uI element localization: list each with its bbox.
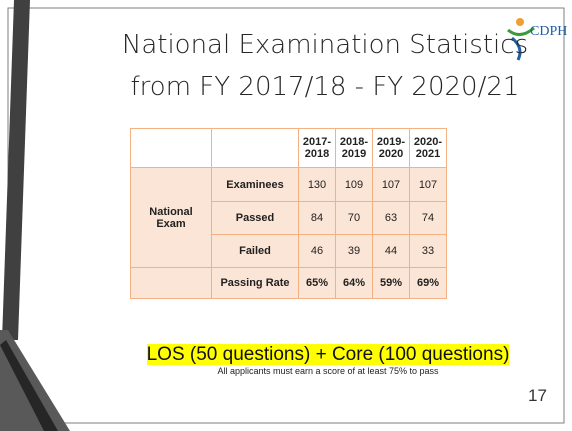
table-cell: Examinees xyxy=(211,167,299,202)
table-cell: Failed xyxy=(211,234,299,268)
table-cell: Passing Rate xyxy=(211,267,299,299)
table-cell xyxy=(211,128,299,168)
table-row: Passing Rate 65% 64% 59% 69% xyxy=(130,267,447,299)
logo-text: CDPH xyxy=(530,24,568,39)
table-cell: 2017-2018 xyxy=(298,128,336,168)
table-cell: 130 xyxy=(298,167,336,202)
table-cell: 64% xyxy=(335,267,373,299)
table-cell: 44 xyxy=(372,234,410,268)
stats-table: 2017-2018 2018-2019 2019-2020 2020-2021 Nati… xyxy=(130,128,447,299)
logo-icon xyxy=(507,26,535,36)
highlight-text: LOS (50 questions) + Core (100 questions… xyxy=(146,344,510,365)
table-cell: 109 xyxy=(335,167,373,202)
table-cell: 107 xyxy=(372,167,410,202)
highlight-line: LOS (50 questions) + Core (100 questions… xyxy=(0,344,572,366)
table-cell: 107 xyxy=(409,167,447,202)
table-cell: 70 xyxy=(335,201,373,235)
stripe xyxy=(0,330,70,431)
table-cell xyxy=(130,128,212,168)
table-cell: 2019-2020 xyxy=(372,128,410,168)
stripe xyxy=(0,340,58,431)
table-cell: 74 xyxy=(409,201,447,235)
title: National Examination Statistics xyxy=(121,30,529,60)
logo-icon xyxy=(511,36,522,61)
table-cell xyxy=(130,267,212,299)
table-cell: 65% xyxy=(298,267,336,299)
page-number: 17 xyxy=(528,386,547,405)
table-cell: 2020-2021 xyxy=(409,128,447,168)
table-cell: 39 xyxy=(335,234,373,268)
table-cell: 69% xyxy=(409,267,447,299)
stripe xyxy=(2,0,30,340)
table-row: 2017-2018 2018-2019 2019-2020 2020-2021 xyxy=(130,128,447,168)
table-cell: National Exam xyxy=(130,167,212,268)
table-row: National Exam Examinees 130 109 107 107 xyxy=(130,167,447,268)
table-cell: 46 xyxy=(298,234,336,268)
table-cell: 84 xyxy=(298,201,336,235)
table-cell: 2018-2019 xyxy=(335,128,373,168)
logo-icon xyxy=(516,18,524,26)
title: from FY 2017/18 - FY 2020/21 xyxy=(130,72,520,102)
table-cell: Passed xyxy=(211,201,299,235)
note: All applicants must earn a score of at l… xyxy=(217,366,439,376)
table-cell: 59% xyxy=(372,267,410,299)
table-cell: 33 xyxy=(409,234,447,268)
table-cell: 63 xyxy=(372,201,410,235)
